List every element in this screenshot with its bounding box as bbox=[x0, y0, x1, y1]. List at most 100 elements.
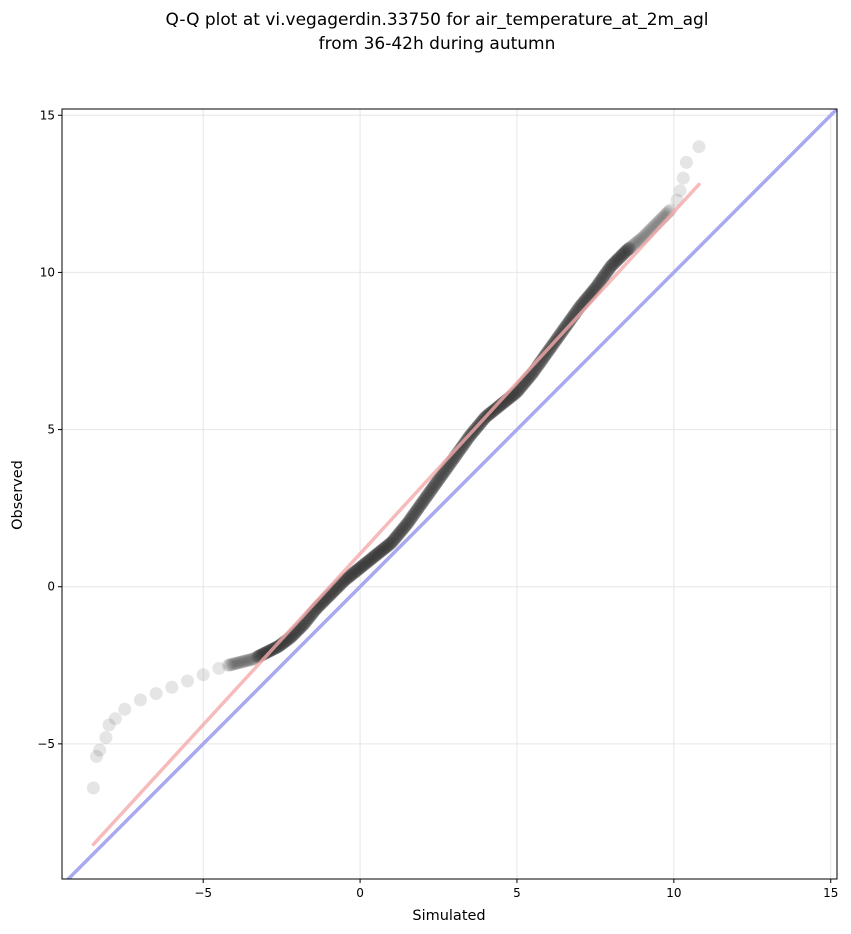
qq-point-10 bbox=[181, 674, 195, 688]
qq-point-53 bbox=[271, 640, 285, 654]
plot-frame bbox=[61, 108, 838, 880]
x-tick-label-4: 15 bbox=[823, 886, 838, 900]
qq-point-136 bbox=[388, 532, 402, 546]
qq-point-15 bbox=[676, 171, 690, 185]
qq-point-293 bbox=[610, 254, 624, 268]
qq-point-165 bbox=[429, 477, 443, 491]
qq-point-109 bbox=[350, 563, 364, 577]
qq-point-289 bbox=[604, 259, 618, 273]
qq-point-4 bbox=[102, 718, 116, 732]
y-axis-ticks: −5 0 5 10 15 bbox=[37, 108, 62, 751]
qq-point-11 bbox=[196, 668, 210, 682]
qq-point-132 bbox=[382, 537, 396, 551]
qq-point-297 bbox=[615, 248, 629, 262]
qq-point-107 bbox=[347, 566, 361, 580]
grid bbox=[62, 109, 837, 879]
qq-point-153 bbox=[412, 500, 426, 514]
qq-point-6 bbox=[118, 702, 132, 716]
qq-point-167 bbox=[432, 473, 446, 487]
qq-point-125 bbox=[372, 545, 386, 559]
qq-point-37 bbox=[248, 651, 262, 665]
qq-point-123 bbox=[370, 548, 384, 562]
qq-point-162 bbox=[425, 483, 439, 497]
qq-point-115 bbox=[358, 557, 372, 571]
qq-point-130 bbox=[379, 540, 393, 554]
qq-point-117 bbox=[361, 554, 375, 568]
qq-point-134 bbox=[385, 535, 399, 549]
qq-point-286 bbox=[600, 265, 614, 279]
y-tick-label-4: 15 bbox=[40, 108, 55, 122]
qq-point-147 bbox=[403, 512, 417, 526]
qq-point-171 bbox=[437, 465, 451, 479]
qq-point-30 bbox=[238, 654, 252, 668]
y-tick-label-0: −5 bbox=[37, 737, 55, 751]
chart-title-line-2: from 36-42h during autumn bbox=[319, 34, 556, 54]
qq-point-114 bbox=[357, 558, 371, 572]
qq-point-149 bbox=[406, 508, 420, 522]
qq-point-104 bbox=[343, 569, 357, 583]
qq-point-258 bbox=[560, 318, 574, 332]
qq-point-111 bbox=[353, 561, 367, 575]
qq-point-294 bbox=[611, 252, 625, 266]
qq-point-154 bbox=[413, 498, 427, 512]
qq-point-305 bbox=[627, 238, 641, 252]
qq-point-18 bbox=[221, 658, 235, 672]
qq-point-166 bbox=[430, 475, 444, 489]
qq-point-151 bbox=[409, 504, 423, 518]
qq-point-1 bbox=[90, 749, 104, 763]
chart-title: Q-Q plot at vi.vegagerdin.33750 for air_… bbox=[165, 10, 708, 54]
qq-point-124 bbox=[371, 547, 385, 561]
y-tick-label-1: 0 bbox=[47, 580, 55, 594]
qq-point-129 bbox=[378, 541, 392, 555]
qq-point-135 bbox=[386, 533, 400, 547]
qq-point-291 bbox=[607, 256, 621, 270]
qq-point-144 bbox=[399, 518, 413, 532]
qq-point-33 bbox=[242, 653, 256, 667]
x-tick-label-0: −5 bbox=[194, 886, 212, 900]
qq-point-288 bbox=[603, 261, 617, 275]
qq-point-259 bbox=[562, 316, 576, 330]
qq-point-35 bbox=[245, 652, 259, 666]
qq-point-158 bbox=[419, 490, 433, 504]
qq-point-308 bbox=[631, 235, 645, 249]
qq-point-161 bbox=[423, 485, 437, 499]
qq-point-121 bbox=[367, 550, 381, 564]
fit-line bbox=[91, 182, 701, 847]
qq-point-24 bbox=[230, 656, 244, 670]
qq-point-20 bbox=[224, 658, 238, 672]
qq-point-184 bbox=[456, 439, 470, 453]
qq-point-113 bbox=[355, 559, 369, 573]
qq-point-31 bbox=[240, 654, 254, 668]
x-axis-label: Simulated bbox=[412, 908, 485, 924]
qq-point-307 bbox=[629, 236, 643, 250]
x-tick-label-3: 10 bbox=[666, 886, 681, 900]
qq-point-25 bbox=[231, 656, 245, 670]
qq-point-7 bbox=[133, 693, 147, 707]
qq-point-241 bbox=[536, 351, 550, 365]
x-axis-ticks: −5 0 5 10 15 bbox=[194, 879, 838, 900]
qq-point-29 bbox=[237, 654, 251, 668]
qq-point-36 bbox=[247, 652, 261, 666]
qq-point-5 bbox=[108, 712, 122, 726]
qq-point-285 bbox=[598, 267, 612, 281]
qq-point-45 bbox=[259, 645, 273, 659]
qq-point-243 bbox=[539, 347, 553, 361]
qq-point-44 bbox=[258, 646, 272, 660]
qq-point-284 bbox=[597, 269, 611, 283]
qq-point-14 bbox=[673, 184, 687, 198]
qq-point-186 bbox=[459, 435, 473, 449]
qq-point-295 bbox=[612, 251, 626, 265]
qq-point-302 bbox=[622, 241, 636, 255]
qq-point-283 bbox=[595, 271, 609, 285]
qq-point-99 bbox=[336, 575, 350, 589]
qq-point-299 bbox=[618, 245, 632, 259]
qq-points bbox=[86, 140, 706, 847]
qq-point-22 bbox=[227, 657, 241, 671]
qq-point-301 bbox=[621, 243, 635, 257]
qq-point-116 bbox=[360, 556, 374, 570]
qq-point-100 bbox=[337, 574, 351, 588]
qq-point-23 bbox=[228, 657, 242, 671]
qq-point-300 bbox=[619, 244, 633, 258]
qq-point-21 bbox=[226, 657, 240, 671]
